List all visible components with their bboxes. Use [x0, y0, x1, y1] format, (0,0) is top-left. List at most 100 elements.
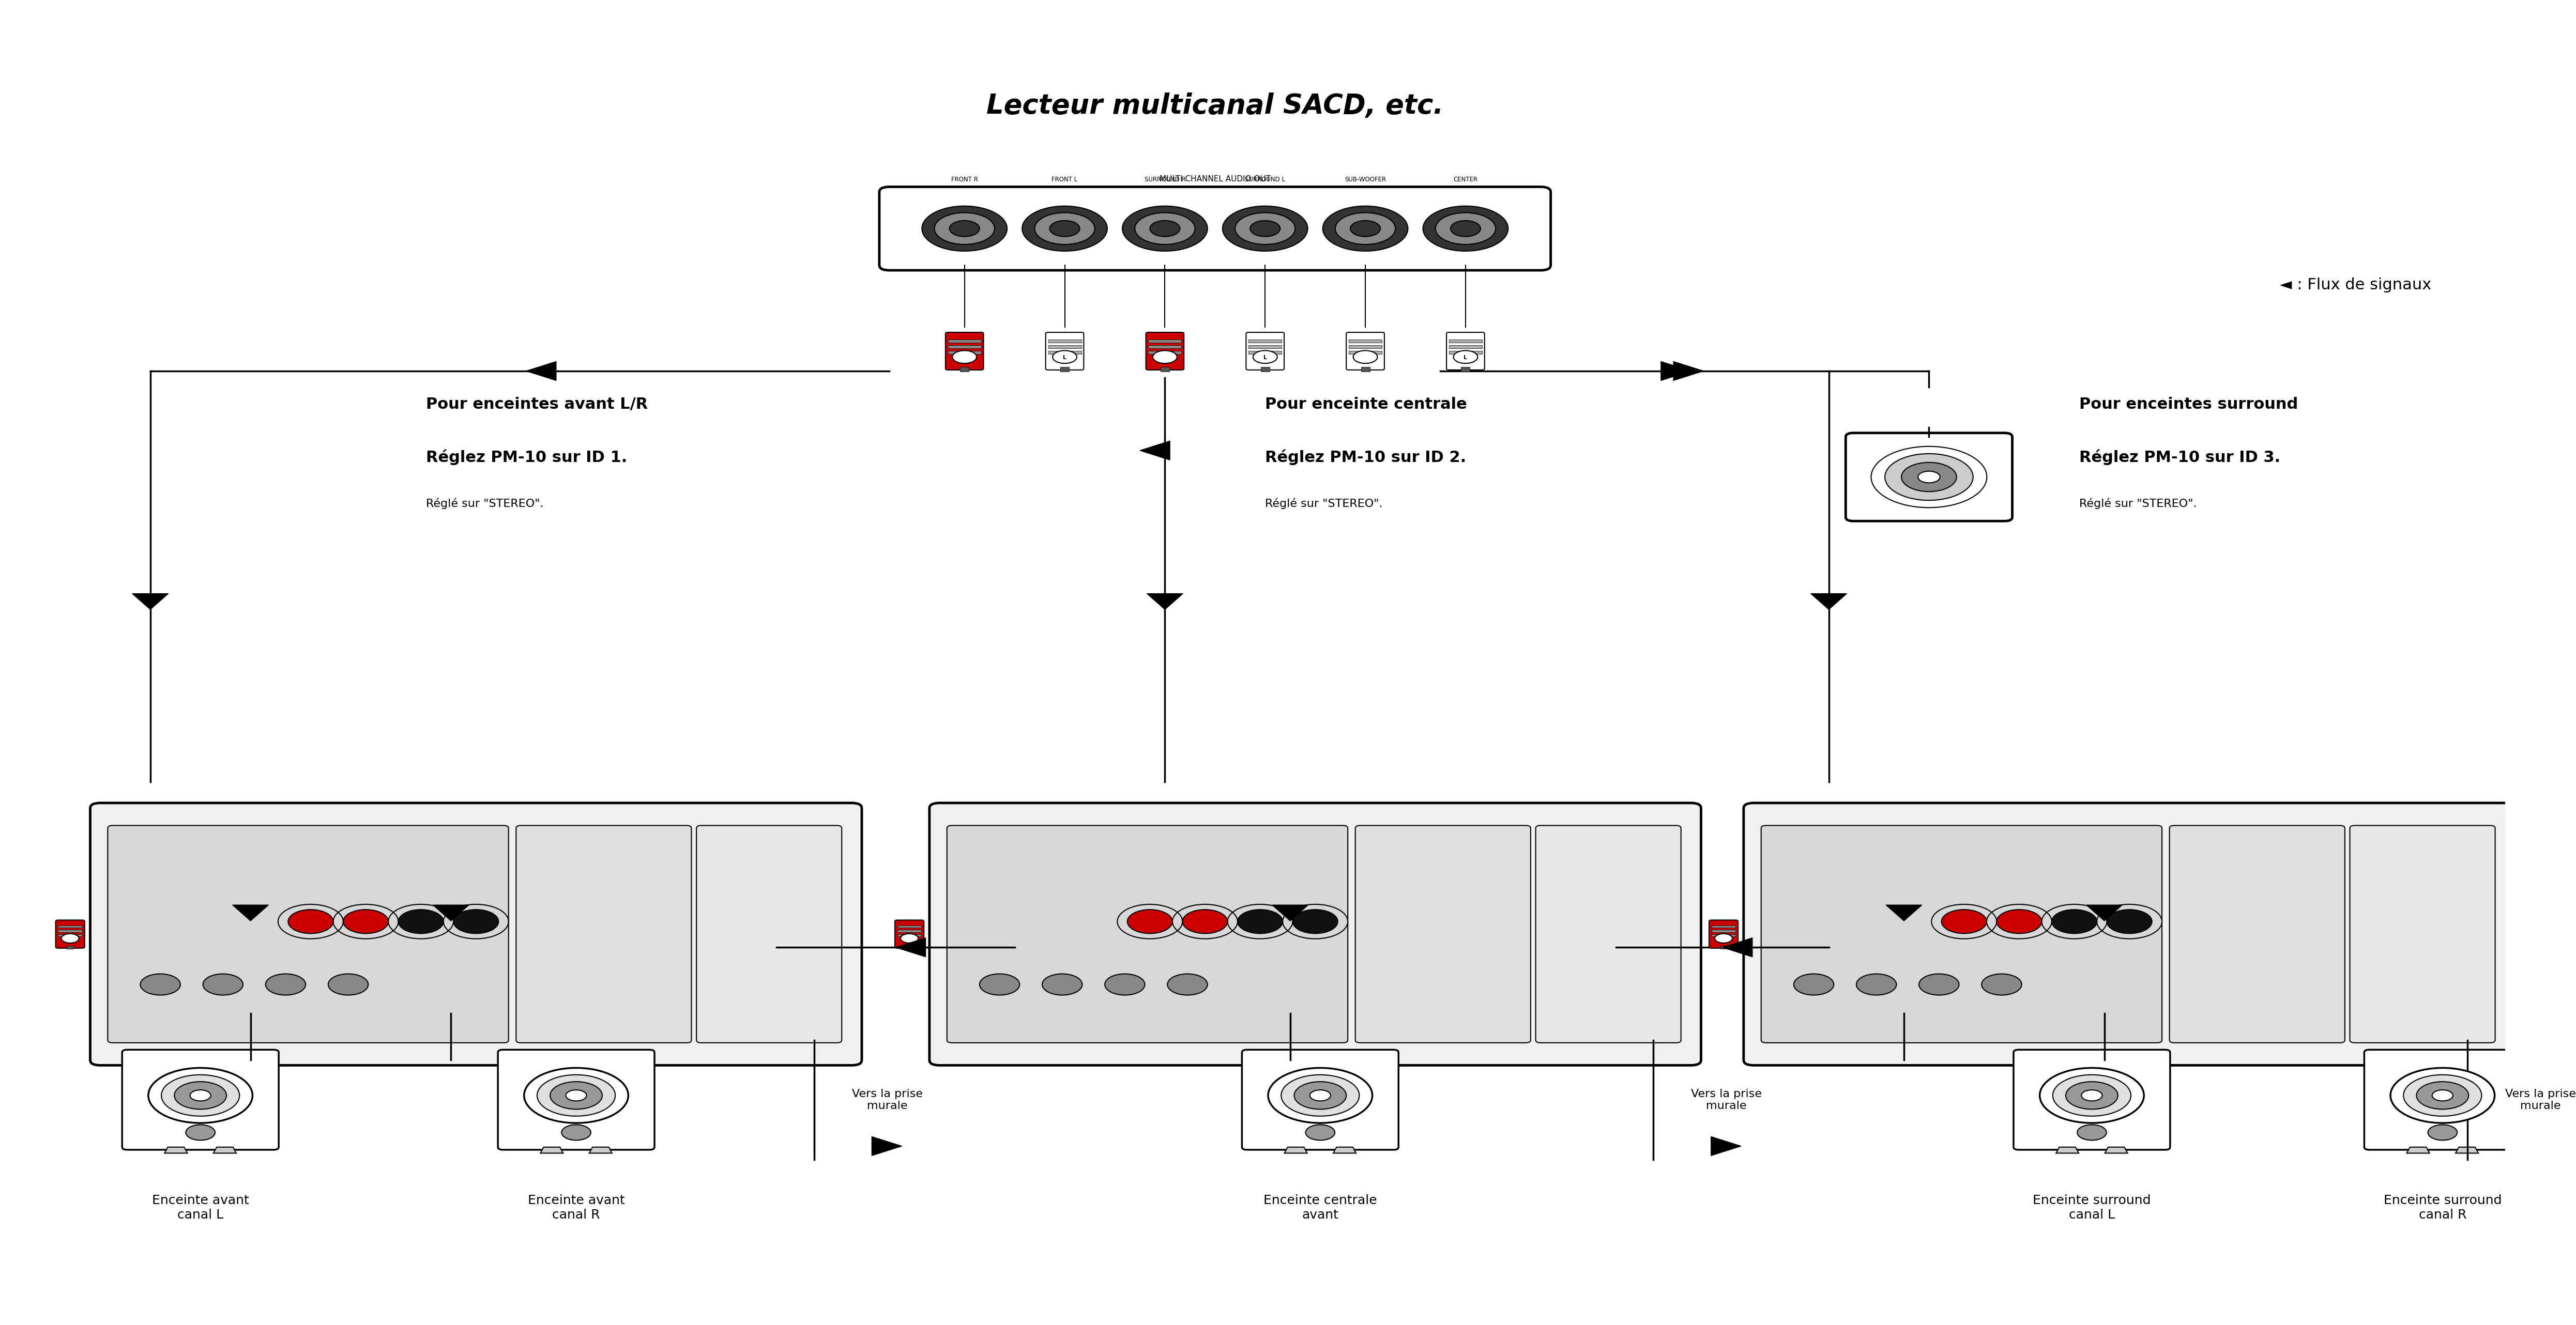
- Polygon shape: [2087, 905, 2123, 921]
- Polygon shape: [165, 1147, 188, 1153]
- Text: Vers la prise
murale: Vers la prise murale: [2506, 1089, 2576, 1110]
- Polygon shape: [214, 1147, 237, 1153]
- FancyBboxPatch shape: [108, 825, 507, 1043]
- Circle shape: [2040, 1068, 2143, 1124]
- Text: Pour enceintes surround: Pour enceintes surround: [2079, 396, 2298, 412]
- Circle shape: [265, 974, 307, 995]
- Bar: [59, 930, 82, 931]
- Circle shape: [2107, 910, 2151, 934]
- Bar: [1061, 367, 1069, 371]
- Bar: [896, 934, 922, 937]
- FancyBboxPatch shape: [57, 920, 85, 949]
- Bar: [1149, 339, 1182, 342]
- Text: Enceinte surround
canal R: Enceinte surround canal R: [2383, 1195, 2501, 1222]
- Text: R: R: [1162, 355, 1167, 360]
- Polygon shape: [896, 938, 925, 957]
- FancyBboxPatch shape: [121, 1049, 278, 1150]
- Text: Réglez PM-10 sur ID 2.: Réglez PM-10 sur ID 2.: [1265, 449, 1466, 465]
- Bar: [1448, 346, 1481, 348]
- Bar: [1710, 930, 1736, 931]
- Circle shape: [1942, 910, 1986, 934]
- Circle shape: [2403, 1075, 2481, 1116]
- FancyBboxPatch shape: [2014, 1049, 2169, 1150]
- Text: Vers la prise
murale: Vers la prise murale: [1690, 1089, 1762, 1110]
- Circle shape: [1123, 207, 1208, 252]
- Bar: [1149, 346, 1182, 348]
- Circle shape: [1154, 351, 1177, 363]
- Bar: [896, 930, 922, 931]
- Text: ◄ : Flux de signaux: ◄ : Flux de signaux: [2280, 277, 2432, 293]
- Text: MULTI CHANNEL AUDIO OUT: MULTI CHANNEL AUDIO OUT: [1159, 175, 1270, 183]
- FancyBboxPatch shape: [1146, 333, 1185, 370]
- Circle shape: [562, 1125, 590, 1141]
- Circle shape: [2066, 1081, 2117, 1109]
- Bar: [1048, 351, 1082, 354]
- Circle shape: [2391, 1068, 2494, 1124]
- FancyBboxPatch shape: [878, 187, 1551, 270]
- Circle shape: [2416, 1081, 2468, 1109]
- Bar: [1461, 367, 1471, 371]
- Circle shape: [1249, 221, 1280, 237]
- Bar: [1260, 367, 1270, 371]
- Circle shape: [1023, 207, 1108, 252]
- FancyBboxPatch shape: [2349, 825, 2496, 1043]
- FancyBboxPatch shape: [497, 1049, 654, 1150]
- Circle shape: [1450, 221, 1481, 237]
- Bar: [1048, 346, 1082, 348]
- FancyBboxPatch shape: [696, 825, 842, 1043]
- Text: Enceinte avant
canal R: Enceinte avant canal R: [528, 1195, 626, 1222]
- Bar: [1350, 346, 1381, 348]
- Circle shape: [1453, 351, 1479, 363]
- Circle shape: [62, 934, 80, 943]
- Circle shape: [538, 1075, 616, 1116]
- Polygon shape: [1146, 594, 1182, 610]
- Circle shape: [2053, 1075, 2130, 1116]
- Text: Réglé sur "STEREO".: Réglé sur "STEREO".: [2079, 498, 2197, 509]
- FancyBboxPatch shape: [90, 803, 863, 1065]
- Polygon shape: [2056, 1147, 2079, 1153]
- Circle shape: [1901, 462, 1958, 492]
- Circle shape: [204, 974, 242, 995]
- FancyBboxPatch shape: [1744, 803, 2514, 1065]
- Text: SURROUND L: SURROUND L: [1244, 176, 1285, 183]
- Bar: [948, 351, 981, 354]
- Circle shape: [1886, 453, 1973, 501]
- Bar: [1149, 351, 1182, 354]
- Text: L: L: [1262, 355, 1267, 360]
- Bar: [1249, 339, 1283, 342]
- FancyBboxPatch shape: [1762, 825, 2161, 1043]
- Text: SURROUND R: SURROUND R: [1144, 176, 1185, 183]
- Polygon shape: [232, 905, 268, 921]
- Circle shape: [902, 934, 917, 943]
- Polygon shape: [131, 594, 167, 610]
- Circle shape: [185, 1125, 214, 1141]
- Polygon shape: [433, 905, 469, 921]
- Bar: [1448, 351, 1481, 354]
- Polygon shape: [1674, 362, 1703, 380]
- Circle shape: [1036, 213, 1095, 245]
- Circle shape: [139, 974, 180, 995]
- Circle shape: [1293, 1081, 1347, 1109]
- Circle shape: [399, 910, 443, 934]
- Circle shape: [2081, 1090, 2102, 1101]
- Circle shape: [551, 1081, 603, 1109]
- Text: L: L: [1463, 355, 1468, 360]
- Circle shape: [2050, 910, 2097, 934]
- Circle shape: [1105, 974, 1144, 995]
- Text: Réglez PM-10 sur ID 3.: Réglez PM-10 sur ID 3.: [2079, 449, 2280, 465]
- Text: CENTER: CENTER: [1453, 176, 1479, 183]
- Circle shape: [1043, 974, 1082, 995]
- Bar: [1162, 367, 1170, 371]
- Circle shape: [1252, 351, 1278, 363]
- Circle shape: [453, 910, 500, 934]
- Circle shape: [922, 207, 1007, 252]
- Circle shape: [1136, 213, 1195, 245]
- Bar: [1721, 946, 1726, 949]
- Polygon shape: [1723, 938, 1752, 957]
- FancyBboxPatch shape: [948, 825, 1347, 1043]
- FancyBboxPatch shape: [2169, 825, 2344, 1043]
- Polygon shape: [1273, 905, 1309, 921]
- Circle shape: [1716, 934, 1734, 943]
- Circle shape: [1306, 1125, 1334, 1141]
- Circle shape: [1054, 351, 1077, 363]
